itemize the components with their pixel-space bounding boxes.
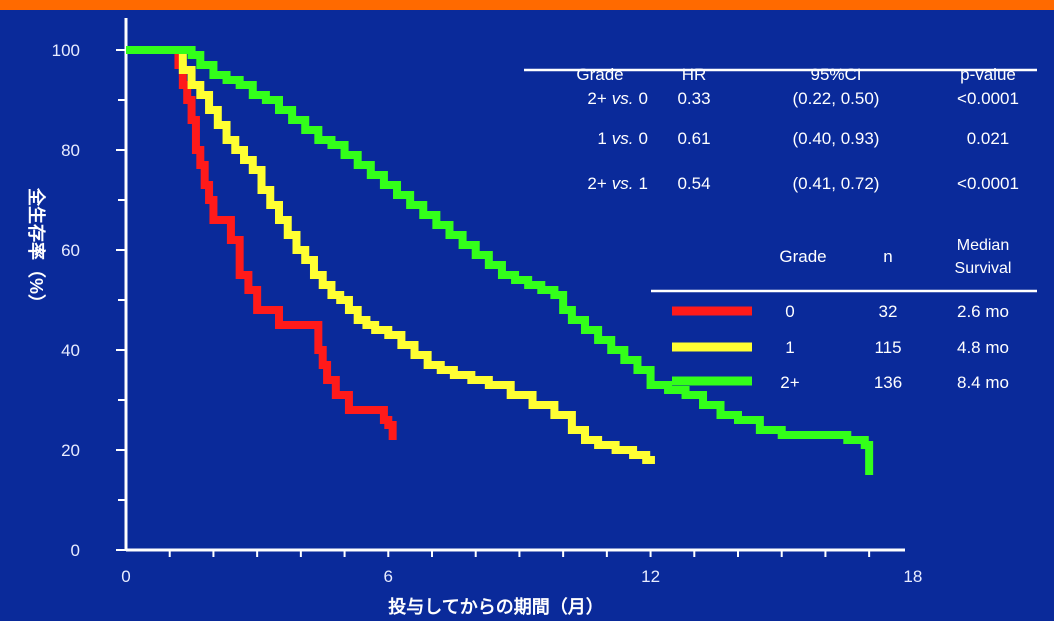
median-row-1-n: 32 [879, 302, 898, 321]
x-tick-label: 12 [641, 567, 660, 586]
median-row-3-median: 8.4 mo [957, 373, 1009, 392]
median-row-2-n: 115 [874, 338, 901, 357]
hr-row-2-grade: 1 vs. 0 [597, 129, 648, 148]
median-header-grade: Grade [779, 247, 826, 266]
y-tick-label: 80 [61, 141, 80, 160]
hr-row-2-ci: (0.40, 0.93) [793, 129, 880, 148]
median-header-n: n [883, 247, 892, 266]
hr-header-p: p-value [960, 65, 1016, 84]
hr-row-1-ci: (0.22, 0.50) [793, 89, 880, 108]
median-row-3-n: 136 [874, 373, 902, 392]
x-tick-label: 0 [121, 567, 130, 586]
hr-row-1-hr: 0.33 [677, 89, 710, 108]
median-row-3-grade: 2+ [780, 373, 799, 392]
top-accent-bar [0, 0, 1054, 10]
x-tick-label: 6 [384, 567, 393, 586]
y-tick-label: 0 [71, 541, 80, 560]
hr-row-3-p: <0.0001 [957, 174, 1019, 193]
median-header-survival: Survival [955, 260, 1012, 277]
y-tick-label: 40 [61, 341, 80, 360]
hr-header-ci: 95%CI [810, 65, 861, 84]
hr-row-3-hr: 0.54 [677, 174, 710, 193]
y-tick-label: 100 [52, 41, 80, 60]
axes: 0 20 40 60 80 100 0 6 12 18 [52, 18, 922, 586]
hazard-ratio-table: Grade HR 95%CI p-value 2+ vs. 0 0.33 (0.22… [524, 65, 1037, 193]
survival-curves [126, 46, 874, 475]
hr-header-hr: HR [682, 65, 707, 84]
hr-row-2-p: 0.021 [967, 129, 1010, 148]
median-header-median: Median [957, 237, 1009, 254]
hr-row-1-grade: 2+ vs. 0 [587, 89, 648, 108]
median-row-1-median: 2.6 mo [957, 302, 1009, 321]
survival-curve-grade-2plus [126, 46, 874, 475]
median-survival-table: Grade n Median Survival 0 32 2.6 mo 1 11… [651, 237, 1037, 392]
x-axis-title: 投与してからの期間（月） [388, 596, 603, 617]
median-row-2-median: 4.8 mo [957, 338, 1009, 357]
median-row-1-grade: 0 [785, 302, 794, 321]
x-tick-label: 18 [903, 567, 922, 586]
hr-header-grade: Grade [576, 65, 623, 84]
y-tick-label: 20 [61, 441, 80, 460]
hr-row-3-grade: 2+ vs. 1 [587, 174, 648, 193]
y-tick-label: 60 [61, 241, 80, 260]
survival-curve-grade-1 [126, 46, 655, 464]
hr-row-2-hr: 0.61 [677, 129, 710, 148]
hr-row-1-p: <0.0001 [957, 89, 1019, 108]
hr-row-3-ci: (0.41, 0.72) [793, 174, 880, 193]
median-row-2-grade: 1 [785, 338, 794, 357]
survival-curve-grade-0 [126, 46, 397, 440]
y-axis-title: 全生存率（%） [26, 187, 47, 312]
